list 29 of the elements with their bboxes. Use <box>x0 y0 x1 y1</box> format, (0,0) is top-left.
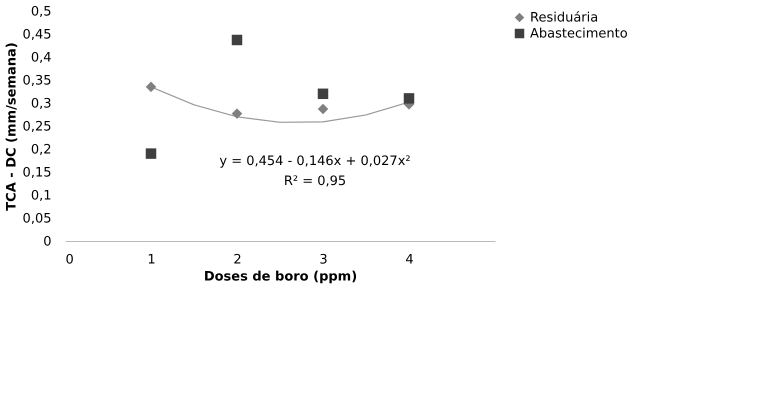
y-tick-label: 0,5 <box>30 4 52 20</box>
annotation: y = 0,454 - 0,146x + 0,027x² <box>219 154 411 169</box>
x-tick-label: 4 <box>405 252 414 268</box>
point <box>318 88 328 100</box>
y-tick-label: 0,05 <box>22 212 52 226</box>
y-tick-label: 0,45 <box>22 28 52 42</box>
point <box>318 104 328 114</box>
y-tick-label: 0,3 <box>30 96 52 112</box>
x-tick-label: 3 <box>319 252 328 268</box>
point <box>232 108 242 119</box>
x-tick-label: 1 <box>147 252 156 268</box>
y-tick-label: 0,35 <box>22 74 52 88</box>
point <box>146 82 156 92</box>
y-axis-title: TCA - DC (mm/semana) <box>4 42 20 211</box>
y-tick-label: 0,25 <box>22 120 52 134</box>
y-tick-label: 0,4 <box>30 50 52 66</box>
point <box>232 34 242 46</box>
y-tick-label: 0 <box>43 234 52 250</box>
x-axis-title: Doses de boro (ppm) <box>204 270 358 284</box>
point <box>404 93 414 104</box>
y-tick-label: 0,1 <box>30 188 52 204</box>
x-tick-label: 0 <box>66 252 74 268</box>
y-tick-label: 0,15 <box>22 166 52 180</box>
x-tick-label: 2 <box>233 252 242 268</box>
y-tick-label: 0,2 <box>30 142 52 158</box>
point <box>146 148 156 159</box>
annotation: R² = 0,95 <box>284 174 346 189</box>
legend-label: Residuária <box>530 10 598 26</box>
legend-label: Abastecimento <box>530 26 628 42</box>
